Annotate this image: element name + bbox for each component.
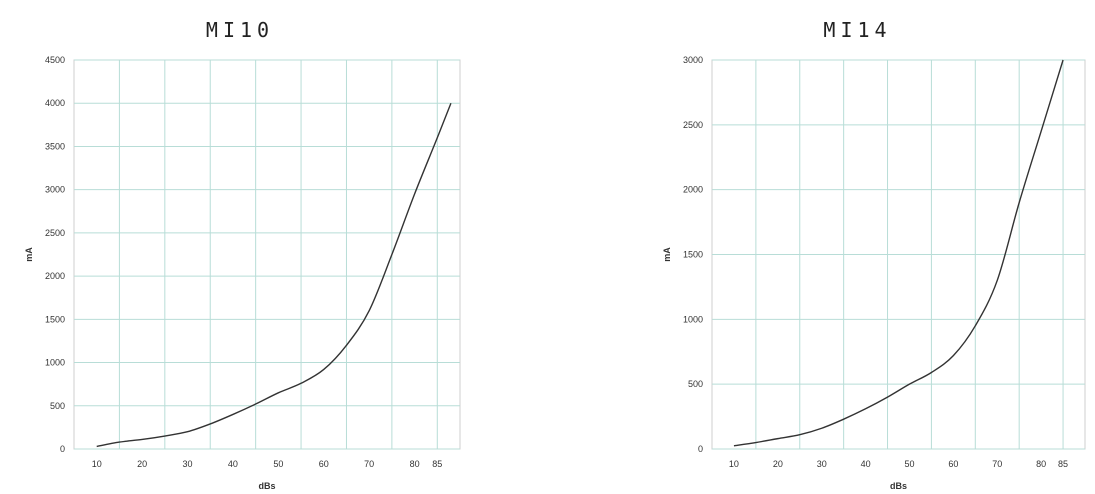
x-tick-label: 70 [364, 459, 374, 469]
plot-area [73, 59, 461, 450]
y-axis-label: mA [662, 247, 672, 262]
x-tick-label: 10 [729, 459, 739, 469]
x-tick-label: 20 [773, 459, 783, 469]
y-tick-label: 2500 [683, 120, 703, 130]
y-tick-label: 4000 [45, 98, 65, 108]
y-tick-label: 1000 [45, 358, 65, 368]
y-tick-label: 2000 [45, 271, 65, 281]
x-tick-label: 40 [861, 459, 871, 469]
y-axis-label: mA [24, 247, 34, 262]
x-tick-label: 30 [183, 459, 193, 469]
x-tick-label: 20 [137, 459, 147, 469]
y-tick-label: 2500 [45, 228, 65, 238]
y-tick-label: 3000 [45, 185, 65, 195]
chart-title: MI10 [205, 18, 275, 42]
x-axis-label: dBs [890, 481, 907, 491]
chart-title: MI14 [823, 18, 892, 42]
y-tick-label: 1500 [45, 314, 65, 324]
x-tick-label: 60 [319, 459, 329, 469]
x-axis-label: dBs [258, 481, 275, 491]
x-tick-label: 40 [228, 459, 238, 469]
y-tick-label: 1000 [683, 314, 703, 324]
y-tick-label: 500 [50, 401, 65, 411]
y-tick-label: 0 [698, 444, 703, 454]
x-tick-label: 60 [948, 459, 958, 469]
y-tick-label: 1500 [683, 250, 703, 260]
x-tick-label: 10 [92, 459, 102, 469]
x-tick-label: 30 [817, 459, 827, 469]
chart-mi14: MI14 0 500 1000 1500 2000 2500 3000 10 20 30 40 50 6… [620, 0, 1095, 494]
x-tick-label: 80 [410, 459, 420, 469]
x-tick-label: 80 [1036, 459, 1046, 469]
series-line [96, 102, 452, 448]
y-tick-label: 2000 [683, 185, 703, 195]
y-tick-label: 0 [60, 444, 65, 454]
chart-plot-mi10: 0 500 1000 1500 2000 2500 3000 3500 4000 4500 10 20… [24, 55, 461, 491]
y-tick-label: 3000 [683, 55, 703, 65]
x-tick-label: 70 [992, 459, 1002, 469]
x-tick-label: 50 [273, 459, 283, 469]
y-tick-label: 3500 [45, 141, 65, 151]
chart-plot-mi14: 0 500 1000 1500 2000 2500 3000 10 20 30 40 50 60 70 80… [662, 55, 1086, 491]
x-tick-label: 85 [1058, 459, 1068, 469]
x-tick-label: 85 [432, 459, 442, 469]
chart-mi10: MI10 0 500 1000 1500 2000 2500 3000 3500 4000 450… [0, 0, 480, 494]
series-line [733, 59, 1064, 447]
x-tick-label: 50 [904, 459, 914, 469]
y-tick-label: 4500 [45, 55, 65, 65]
y-tick-label: 500 [688, 379, 703, 389]
